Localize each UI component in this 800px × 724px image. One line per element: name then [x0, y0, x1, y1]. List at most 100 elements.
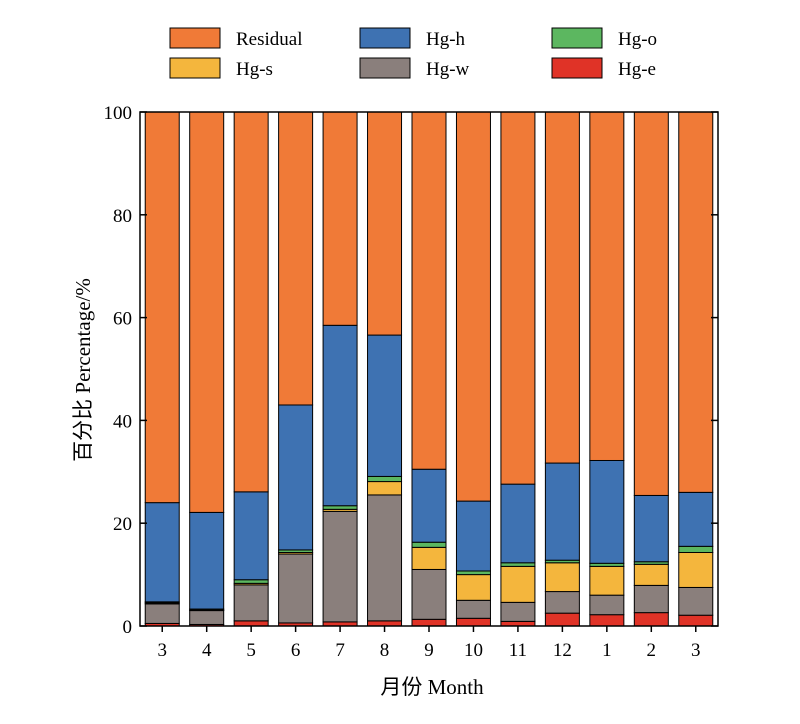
bar-hg-s-6	[367, 481, 403, 496]
bar-residual-9	[500, 111, 536, 485]
x-tick-label: 12	[553, 640, 572, 661]
legend-swatch-hg-s	[169, 57, 221, 79]
bar-hg-h-8	[455, 500, 491, 572]
legend-label-hg-e: Hg-e	[618, 59, 656, 80]
x-tick-label: 4	[202, 640, 212, 661]
bar-hg-h-5	[322, 324, 358, 507]
bar-residual-5	[322, 111, 358, 326]
x-tick-label: 7	[335, 640, 345, 661]
x-tick-label: 5	[246, 640, 256, 661]
bar-hg-s-9	[500, 565, 536, 603]
bar-hg-o-9	[500, 562, 536, 567]
bar-hg-w-12	[633, 584, 669, 614]
bar-hg-o-6	[367, 475, 403, 483]
bar-hg-o-3	[233, 579, 269, 584]
y-tick-label: 60	[113, 309, 132, 330]
y-tick-label: 20	[113, 514, 132, 535]
bar-hg-h-11	[589, 459, 625, 564]
bar-hg-s-10	[544, 562, 580, 593]
bar-hg-w-7	[411, 568, 447, 620]
x-tick-label: 9	[424, 640, 434, 661]
y-axis: 0 20 40 60 80 100	[104, 103, 718, 638]
bar-hg-w-13	[678, 586, 714, 616]
x-tick-label: 1	[602, 640, 612, 661]
y-tick-label: 80	[113, 206, 132, 227]
x-tick-label: 8	[380, 640, 390, 661]
legend-label-hg-h: Hg-h	[426, 29, 466, 50]
bar-hg-o-5	[322, 505, 358, 510]
bar-hg-o-13	[678, 545, 714, 553]
bar-hg-w-1	[144, 603, 180, 624]
x-tick-label: 10	[464, 640, 483, 661]
bar-hg-w-11	[589, 594, 625, 616]
bar-hg-e-11	[589, 614, 625, 627]
bar-hg-h-6	[367, 334, 403, 477]
legend-swatch-residual	[169, 27, 221, 49]
bar-hg-w-9	[500, 601, 536, 622]
legend-label-hg-o: Hg-o	[618, 29, 657, 50]
y-tick-label: 40	[113, 411, 132, 432]
legend-swatch-hg-h	[359, 27, 411, 49]
x-tick-label: 3	[157, 640, 167, 661]
bar-hg-e-10	[544, 612, 580, 627]
bar-residual-13	[678, 111, 714, 493]
bar-hg-h-12	[633, 494, 669, 563]
bar-hg-e-7	[411, 618, 447, 627]
bar-hg-w-2	[189, 610, 225, 625]
bar-residual-2	[189, 111, 225, 513]
x-axis-title: 月份 Month	[380, 675, 484, 699]
bar-residual-12	[633, 111, 669, 496]
bar-hg-w-5	[322, 510, 358, 623]
bar-residual-4	[278, 111, 314, 406]
bar-hg-w-10	[544, 591, 580, 614]
bar-hg-h-3	[233, 491, 269, 581]
bar-hg-w-3	[233, 584, 269, 622]
bar-residual-11	[589, 111, 625, 461]
bar-hg-e-8	[455, 617, 491, 627]
legend-swatch-hg-e	[551, 57, 603, 79]
bar-hg-e-13	[678, 614, 714, 627]
y-tick-label: 0	[123, 617, 133, 638]
bar-hg-s-12	[633, 563, 669, 586]
bar-hg-h-13	[678, 491, 714, 547]
bar-hg-e-6	[367, 620, 403, 627]
bar-hg-e-12	[633, 612, 669, 627]
bar-residual-10	[544, 111, 580, 464]
bar-hg-h-10	[544, 462, 580, 561]
bar-hg-s-8	[455, 574, 491, 601]
legend: Residual Hg-h Hg-o Hg-s Hg-w Hg-e	[169, 27, 657, 80]
bar-residual-3	[233, 111, 269, 493]
legend-label-hg-s: Hg-s	[236, 59, 273, 80]
legend-label-hg-w: Hg-w	[426, 59, 470, 80]
bar-hg-s-11	[589, 565, 625, 596]
x-tick-label: 11	[509, 640, 527, 661]
plot-area	[139, 111, 719, 627]
bar-hg-h-7	[411, 468, 447, 543]
x-axis: 3 4 5 6 7 8 9 10 11 12 1 2 3	[157, 626, 701, 661]
bar-hg-h-4	[278, 404, 314, 551]
bar-residual-1	[144, 111, 180, 504]
bar-hg-w-4	[278, 553, 314, 624]
bar-residual-8	[455, 111, 491, 502]
x-tick-label: 6	[291, 640, 301, 661]
bar-hg-e-3	[233, 620, 269, 627]
bar-residual-7	[411, 111, 447, 470]
bar-hg-s-13	[678, 551, 714, 588]
x-tick-label: 3	[691, 640, 701, 661]
bar-hg-w-8	[455, 599, 491, 619]
x-tick-label: 2	[647, 640, 657, 661]
y-tick-label: 100	[104, 103, 133, 124]
legend-label-residual: Residual	[236, 29, 303, 50]
bar-hg-h-9	[500, 483, 536, 564]
bar-hg-w-6	[367, 494, 403, 622]
legend-swatch-hg-o	[551, 27, 603, 49]
bar-residual-6	[367, 111, 403, 336]
bar-hg-o-7	[411, 541, 447, 548]
bar-hg-o-8	[455, 570, 491, 576]
bar-hg-s-7	[411, 546, 447, 570]
bar-hg-h-2	[189, 511, 225, 610]
bar-hg-h-1	[144, 502, 180, 603]
y-axis-title: 百分比 Percentage/%	[71, 278, 95, 462]
legend-swatch-hg-w	[359, 57, 411, 79]
